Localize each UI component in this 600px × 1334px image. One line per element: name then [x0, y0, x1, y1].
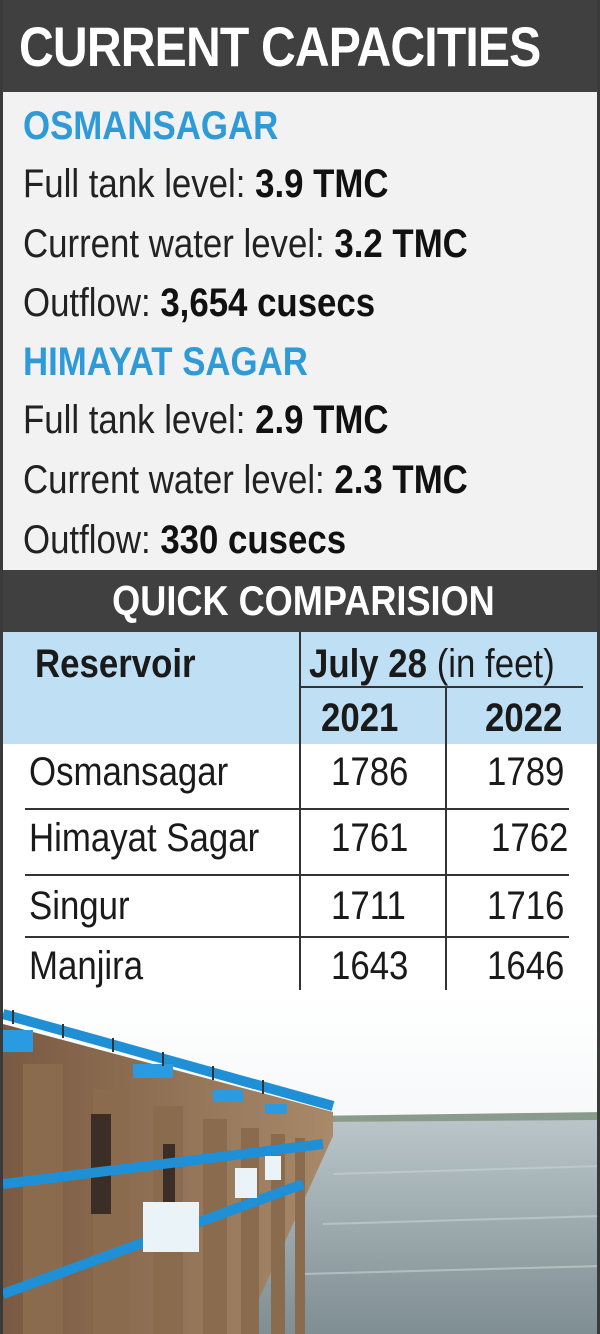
- current-level-line: Current water level: 2.3 TMC: [23, 458, 468, 503]
- outflow-value: 330 cusecs: [160, 518, 347, 562]
- row-value-2022: 1789: [487, 750, 565, 794]
- column-header-year-2021: 2021: [321, 696, 399, 740]
- row-value-2022: 1762: [491, 816, 569, 860]
- full-tank-line: Full tank level: 2.9 TMC: [23, 398, 389, 443]
- row-reservoir-name: Osmansagar: [29, 750, 229, 794]
- current-level-value: 3.2 TMC: [334, 222, 468, 266]
- page-title: CURRENT CAPACITIES: [19, 14, 541, 78]
- row-divider: [25, 874, 569, 876]
- row-value-2021: 1761: [331, 816, 409, 860]
- current-level-label: Current water level:: [23, 222, 325, 266]
- outflow-line: Outflow: 330 cusecs: [23, 518, 346, 563]
- current-level-line: Current water level: 3.2 TMC: [23, 222, 468, 267]
- full-tank-value: 2.9 TMC: [255, 398, 389, 442]
- row-value-2022: 1716: [487, 884, 565, 928]
- header-divider: [299, 686, 583, 688]
- current-level-value: 2.3 TMC: [334, 458, 468, 502]
- column-header-date: July 28 (in feet): [309, 642, 555, 687]
- column-header-unit: (in feet): [436, 642, 555, 686]
- column-header-date-label: July 28: [309, 642, 428, 686]
- current-level-label: Current water level:: [23, 458, 325, 502]
- comparison-title: QUICK COMPARISION: [111, 577, 495, 624]
- row-value-2021: 1643: [331, 944, 409, 988]
- full-tank-label: Full tank level:: [23, 398, 246, 442]
- row-divider: [25, 936, 569, 938]
- outflow-value: 3,654 cusecs: [160, 281, 376, 325]
- dam-photo-svg: [3, 994, 597, 1334]
- row-reservoir-name: Himayat Sagar: [29, 816, 260, 860]
- full-tank-value: 3.9 TMC: [255, 162, 389, 206]
- outflow-label: Outflow:: [23, 518, 151, 562]
- column-header-reservoir: Reservoir: [35, 642, 196, 686]
- table-body: Osmansagar 1786 1789 Himayat Sagar 1761 …: [3, 744, 597, 994]
- full-tank-label: Full tank level:: [23, 162, 246, 206]
- dam-photo: [3, 994, 597, 1334]
- row-reservoir-name: Singur: [29, 884, 130, 928]
- capacities-section: OSMANSAGAR Full tank level: 3.9 TMC Curr…: [3, 92, 597, 570]
- outflow-line: Outflow: 3,654 cusecs: [23, 281, 375, 326]
- column-divider: [299, 744, 301, 990]
- column-header-year-2022: 2022: [485, 696, 563, 740]
- full-tank-line: Full tank level: 3.9 TMC: [23, 162, 389, 207]
- column-divider: [445, 686, 447, 744]
- reservoir-name-himayat-sagar: HIMAYAT SAGAR: [23, 340, 308, 384]
- reservoir-name-osmansagar: OSMANSAGAR: [23, 104, 279, 148]
- row-value-2021: 1711: [331, 884, 406, 928]
- row-value-2022: 1646: [487, 944, 565, 988]
- row-value-2021: 1786: [331, 750, 409, 794]
- column-divider: [445, 744, 447, 990]
- header-bar: CURRENT CAPACITIES: [3, 0, 597, 92]
- comparison-title-bar: QUICK COMPARISION: [3, 570, 597, 632]
- row-reservoir-name: Manjira: [29, 944, 144, 988]
- row-divider: [25, 808, 569, 810]
- table-header: Reservoir July 28 (in feet) 2021 2022: [3, 632, 597, 744]
- outflow-label: Outflow:: [23, 281, 151, 325]
- column-divider: [299, 632, 301, 744]
